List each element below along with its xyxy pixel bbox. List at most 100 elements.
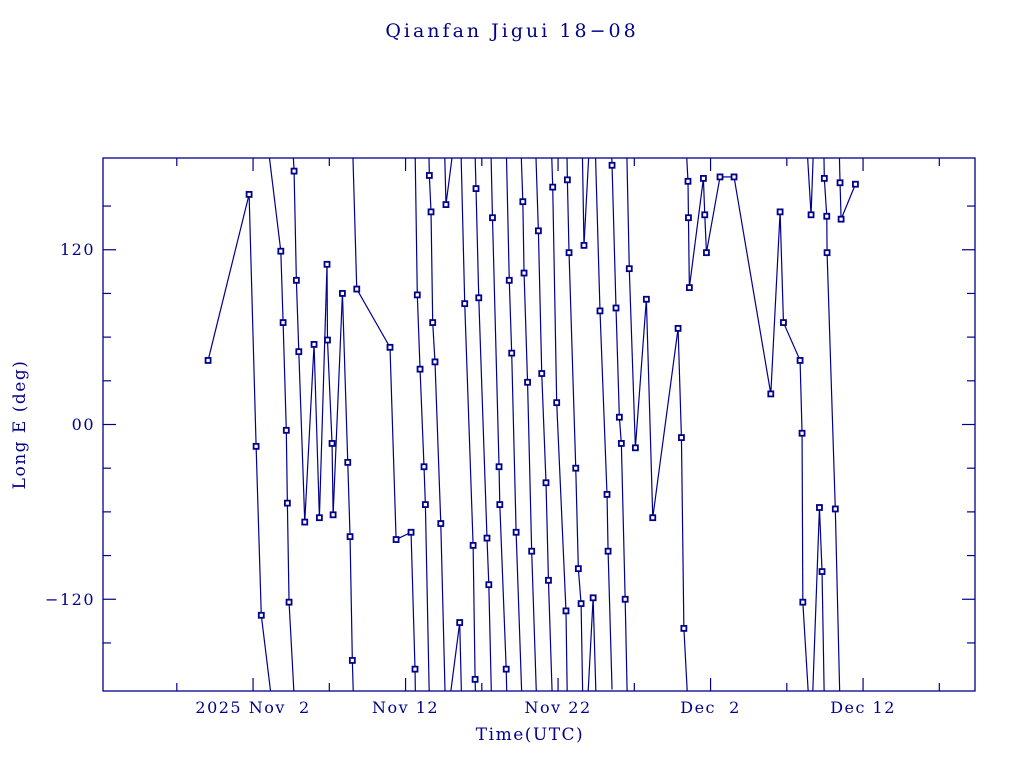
series-segment [351, 660, 354, 691]
series-segment [349, 536, 353, 661]
series-segment [445, 158, 453, 205]
series-segment [680, 437, 685, 629]
series-segment [733, 176, 772, 395]
series-segment [332, 293, 344, 515]
series-segment [587, 597, 594, 691]
series-segment [207, 194, 250, 361]
series-segment [547, 580, 553, 691]
data-point-marker [292, 276, 300, 284]
data-point-marker [431, 358, 439, 366]
data-point-marker [612, 304, 620, 312]
data-point-marker [617, 440, 625, 447]
series-segment [782, 322, 801, 361]
series-segment [807, 158, 812, 215]
data-point-marker [204, 357, 212, 364]
series-segment [566, 158, 568, 180]
series-segment [812, 507, 821, 691]
data-point-marker [820, 174, 828, 182]
data-point-marker [562, 607, 570, 615]
series-segment [430, 211, 434, 323]
series-segment [293, 171, 297, 281]
data-point-marker [716, 173, 724, 181]
data-point-marker [816, 504, 823, 511]
series-segment [295, 280, 300, 352]
data-point-marker [469, 541, 477, 549]
series-segment [331, 443, 334, 515]
data-point-marker [252, 442, 260, 450]
data-point-marker [485, 581, 493, 589]
data-point-marker [823, 212, 831, 220]
data-point-marker [508, 349, 516, 357]
data-point-marker [407, 528, 415, 536]
series-segment [634, 299, 647, 448]
series-segment [508, 280, 513, 354]
data-point-marker [315, 514, 323, 522]
data-point-marker [505, 276, 513, 284]
series-segment [566, 179, 570, 253]
series-segment [556, 402, 567, 611]
series-segment [434, 361, 442, 524]
data-point-marker [837, 215, 845, 223]
data-point-marker [310, 341, 318, 348]
series-segment [823, 158, 825, 179]
data-point-marker [823, 249, 831, 257]
series-segment [286, 503, 290, 603]
data-point-marker [534, 227, 542, 235]
series-segment [606, 494, 609, 552]
series-segment [472, 545, 476, 680]
data-point-marker [283, 499, 291, 507]
series-segment [499, 504, 507, 670]
data-point-marker [807, 211, 815, 219]
series-segment [677, 328, 683, 438]
series-segment [683, 628, 688, 691]
series-segment [599, 310, 608, 495]
data-point-marker [799, 598, 807, 606]
series-segment [414, 158, 418, 295]
series-segment [628, 268, 636, 448]
data-point-marker [621, 595, 629, 603]
data-point-marker [780, 319, 787, 326]
data-point-marker [472, 185, 480, 192]
series-segment [592, 597, 597, 691]
series-segment [285, 430, 288, 504]
data-point-marker [545, 576, 552, 584]
series-segment [802, 602, 809, 691]
data-point-marker [301, 518, 309, 526]
series-segment [552, 187, 558, 403]
series-segment [288, 602, 295, 691]
data-point-marker [831, 505, 839, 513]
series-segment [551, 158, 554, 188]
series-segment [626, 158, 630, 269]
series-segment [460, 158, 466, 304]
x-tick-label: Dec 12 [830, 698, 896, 717]
data-point-marker [420, 463, 428, 471]
data-point-marker [344, 458, 352, 466]
data-point-marker [282, 426, 290, 434]
x-tick-label: Dec 2 [680, 698, 741, 717]
series-segment [505, 158, 510, 281]
series-segment [248, 194, 257, 447]
data-point-marker [699, 174, 707, 182]
series-segment [423, 466, 426, 505]
y-tick-label: 00 [72, 415, 95, 434]
data-point-marker [572, 464, 580, 472]
data-point-marker [502, 665, 510, 673]
x-tick-label: 2025 Nov 2 [195, 698, 310, 717]
data-point-marker [496, 501, 504, 508]
data-point-marker [565, 249, 573, 257]
data-point-marker [346, 533, 354, 541]
series-segment [318, 264, 328, 518]
data-point-marker [549, 183, 557, 191]
series-segment [475, 188, 480, 298]
data-point-marker [411, 665, 419, 673]
x-axis-label: Time(UTC) [476, 725, 584, 745]
series-segment [565, 610, 568, 691]
series-segment [326, 340, 333, 444]
data-point-marker [553, 399, 561, 407]
series-segment [352, 158, 358, 290]
tick-labels: 2025 Nov 2 Nov 12 Nov 22 Dec 2 Dec 12 120 00 −1… [45, 240, 896, 717]
data-point-marker [685, 214, 692, 222]
series-segment [341, 293, 349, 463]
series-segment [611, 165, 617, 309]
series-segment [522, 201, 525, 274]
